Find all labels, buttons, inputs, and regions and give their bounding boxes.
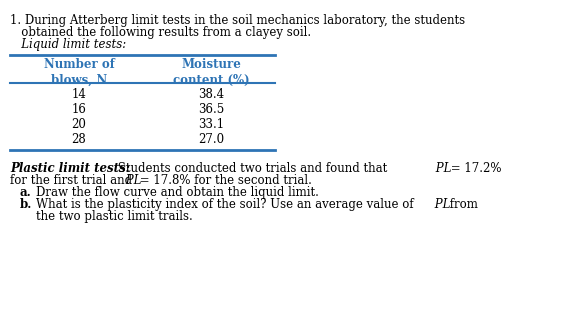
Text: for the first trial and: for the first trial and	[10, 174, 132, 187]
Text: b.: b.	[20, 198, 32, 211]
Text: = 17.8% for the second trial.: = 17.8% for the second trial.	[136, 174, 312, 187]
Text: a.: a.	[20, 186, 32, 199]
Text: PL: PL	[432, 162, 452, 175]
Text: 36.5: 36.5	[198, 103, 225, 116]
Text: 28: 28	[72, 133, 86, 146]
Text: = 17.2%: = 17.2%	[447, 162, 502, 175]
Text: 20: 20	[72, 118, 86, 131]
Text: PL: PL	[122, 174, 141, 187]
Text: Moisture
content (%): Moisture content (%)	[173, 58, 250, 87]
Text: 14: 14	[72, 88, 86, 101]
Text: 16: 16	[72, 103, 86, 116]
Text: Students conducted two trials and found that: Students conducted two trials and found …	[114, 162, 387, 175]
Text: Number of
blows, N: Number of blows, N	[44, 58, 115, 87]
Text: 33.1: 33.1	[198, 118, 225, 131]
Text: obtained the following results from a clayey soil.: obtained the following results from a cl…	[10, 26, 311, 39]
Text: the two plastic limit trails.: the two plastic limit trails.	[36, 210, 193, 223]
Text: 27.0: 27.0	[198, 133, 225, 146]
Text: PL: PL	[431, 198, 450, 211]
Text: What is the plasticity index of the soil? Use an average value of: What is the plasticity index of the soil…	[36, 198, 413, 211]
Text: from: from	[446, 198, 478, 211]
Text: 38.4: 38.4	[198, 88, 225, 101]
Text: Draw the flow curve and obtain the liquid limit.: Draw the flow curve and obtain the liqui…	[36, 186, 319, 199]
Text: 1. During Atterberg limit tests in the soil mechanics laboratory, the students: 1. During Atterberg limit tests in the s…	[10, 14, 465, 27]
Text: Liquid limit tests:: Liquid limit tests:	[10, 38, 126, 51]
Text: Plastic limit tests:: Plastic limit tests:	[10, 162, 130, 175]
